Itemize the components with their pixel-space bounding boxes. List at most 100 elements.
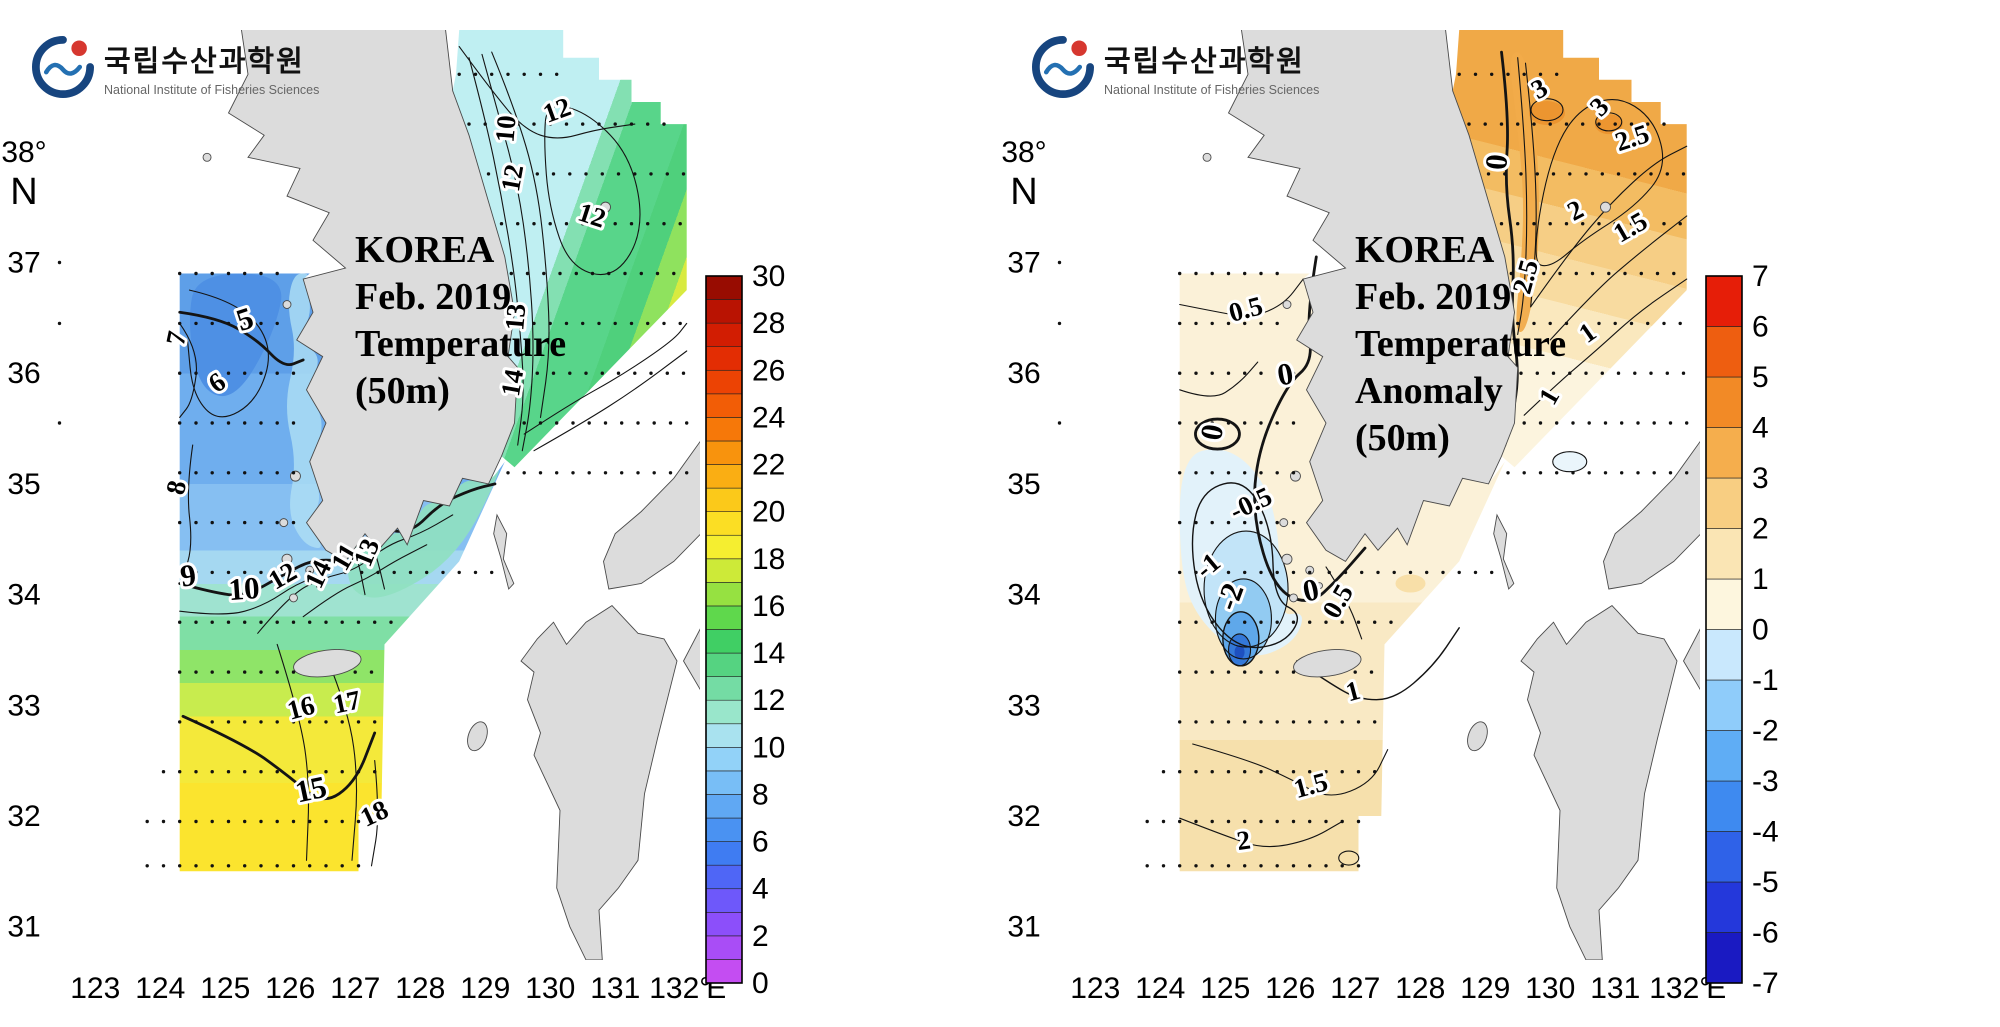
station-dot — [161, 819, 166, 824]
station-dot — [1210, 471, 1214, 475]
contour-line — [1549, 215, 1688, 341]
station-dot — [1340, 620, 1344, 624]
station-dot — [1324, 770, 1328, 774]
station-dot — [1555, 421, 1559, 425]
station-dot — [506, 72, 510, 77]
station-dot — [1210, 421, 1214, 425]
station-dot — [1194, 371, 1198, 375]
colorbar-segment — [1705, 629, 1743, 681]
station-dot — [1467, 122, 1471, 126]
station-dot — [1291, 371, 1296, 375]
contour-fill — [1395, 574, 1426, 593]
station-dot — [483, 122, 487, 126]
land-jeju — [1293, 649, 1362, 678]
colorbar-segment — [705, 299, 743, 324]
station-dot — [1243, 371, 1247, 375]
colorbar-segment — [705, 534, 743, 560]
station-dot — [308, 770, 312, 774]
station-dot — [636, 471, 640, 475]
station-dot — [457, 570, 461, 575]
station-dot — [646, 321, 650, 326]
station-dot — [259, 720, 263, 724]
station-dot — [1226, 421, 1231, 425]
contour-line — [1338, 850, 1360, 866]
station-dot — [1194, 620, 1198, 624]
station-dot — [1681, 371, 1686, 375]
station-dot — [538, 421, 543, 425]
station-dot — [1243, 720, 1247, 724]
station-dot — [1662, 122, 1666, 126]
colorbar-segment — [705, 322, 743, 347]
station-dot — [356, 819, 361, 824]
station-dot — [662, 122, 666, 126]
station-dot — [532, 122, 536, 126]
station-dot — [600, 371, 604, 375]
station-dot — [646, 122, 650, 126]
station-dot — [324, 819, 328, 824]
station-dot — [519, 172, 523, 176]
station-dot — [672, 271, 676, 276]
station-dot — [1590, 271, 1595, 276]
station-dot — [1532, 321, 1536, 326]
station-dot — [525, 271, 530, 276]
station-dot — [597, 122, 601, 126]
station-dot — [1308, 864, 1312, 868]
station-dot — [467, 122, 471, 126]
lon-tick-label: 125 — [1200, 972, 1250, 1005]
station-dot — [555, 471, 559, 475]
station-dot — [1308, 819, 1312, 824]
colorbar-tick-label: -4 — [1752, 816, 1779, 849]
contour-line — [181, 714, 377, 801]
colorbar-segment — [705, 346, 743, 371]
station-dot — [226, 570, 231, 575]
station-dot — [522, 72, 526, 77]
lon-tick-label: 124 — [1135, 972, 1185, 1005]
station-dot — [194, 720, 198, 724]
org-name-english: National Institute of Fisheries Sciences — [1104, 82, 1320, 97]
station-dot — [1308, 570, 1312, 575]
station-dot — [259, 271, 263, 276]
station-dot — [1584, 371, 1588, 375]
station-dot — [1685, 421, 1689, 425]
station-dot — [226, 620, 231, 624]
colorbar-tick-label: 1 — [1752, 563, 1769, 596]
station-dot — [1259, 321, 1263, 326]
station-dot — [275, 864, 279, 868]
station-dot — [308, 620, 312, 624]
lon-tick-label: 126 — [1265, 972, 1315, 1005]
station-dot — [1636, 421, 1640, 425]
station-dot — [1226, 471, 1231, 475]
station-dot — [1441, 570, 1445, 575]
station-dot — [275, 819, 279, 824]
station-dot — [1259, 570, 1263, 575]
contour-line — [179, 322, 197, 418]
station-dot — [1259, 819, 1263, 824]
station-dot — [1275, 670, 1279, 674]
station-dot — [584, 172, 588, 176]
station-dot — [1291, 570, 1296, 575]
station-dot — [210, 421, 214, 425]
station-dot — [1600, 371, 1604, 375]
colorbar-tick-label: 28 — [752, 307, 785, 340]
contour-fill — [1510, 52, 1540, 333]
station-dot — [1581, 321, 1585, 326]
nifs-logo-icon — [32, 36, 94, 98]
station-dot — [360, 570, 364, 575]
station-dot — [516, 122, 520, 126]
station-dot — [178, 770, 182, 774]
lon-tick-label: 129 — [1460, 972, 1510, 1005]
station-dot — [275, 570, 279, 575]
contour-line — [544, 105, 641, 275]
station-dot — [1639, 271, 1643, 276]
contour-line — [1535, 99, 1664, 267]
station-dot — [1194, 421, 1198, 425]
land-islet — [1282, 300, 1292, 309]
contour-line — [1214, 578, 1272, 660]
station-dot — [564, 122, 569, 126]
lon-tick-label: 126 — [265, 972, 315, 1005]
station-dot — [1356, 720, 1361, 724]
station-dot — [639, 271, 643, 276]
station-dot — [532, 321, 536, 326]
station-dot — [194, 520, 198, 525]
